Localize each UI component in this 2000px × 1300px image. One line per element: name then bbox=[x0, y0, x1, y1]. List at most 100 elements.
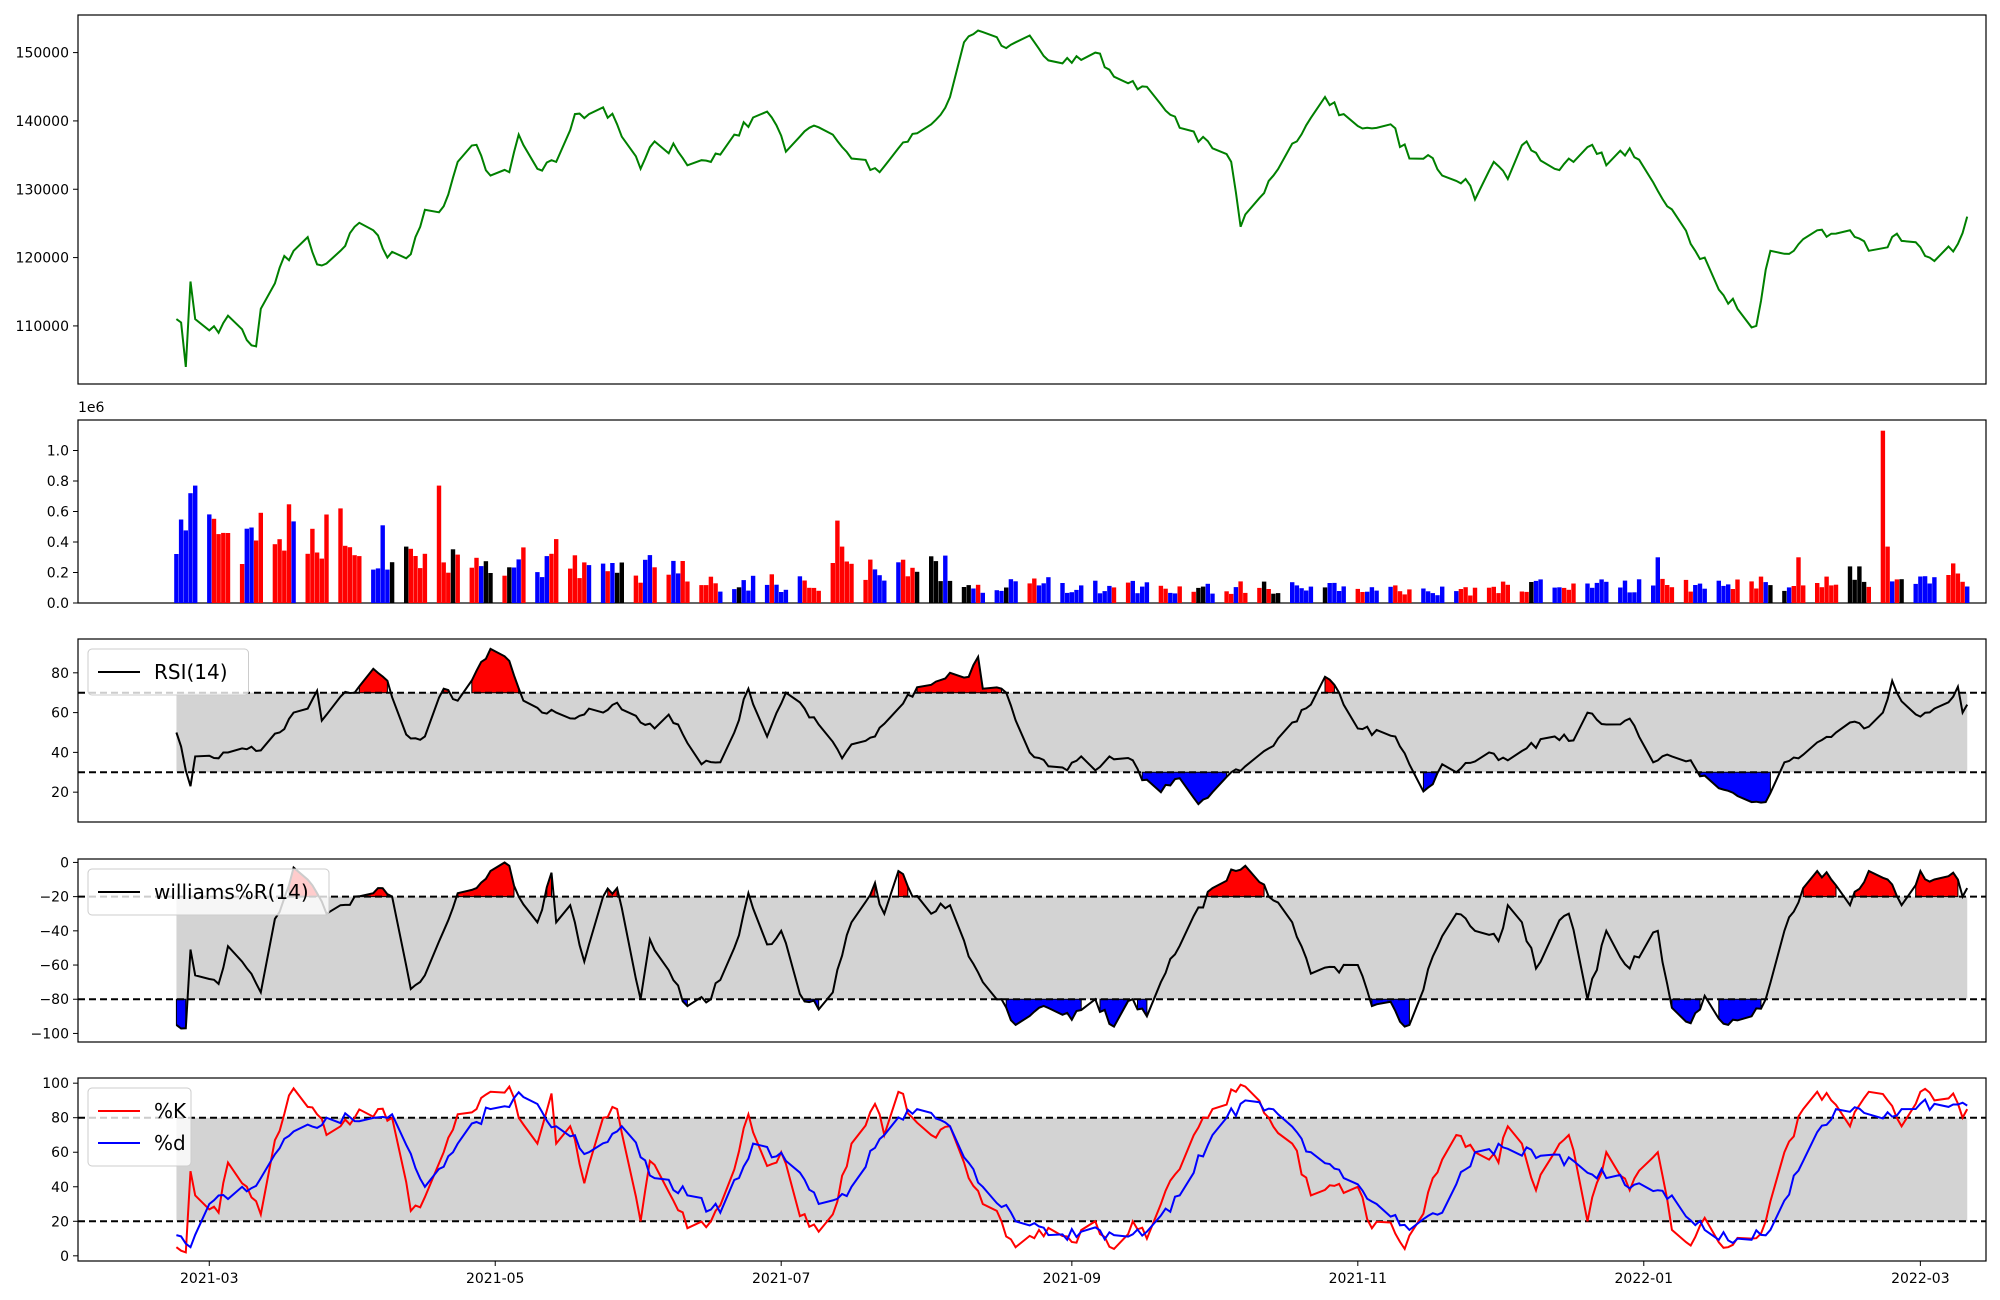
volume-bar bbox=[1500, 581, 1506, 603]
panel-4-ytick-label: 40 bbox=[51, 1180, 69, 1196]
volume-bar bbox=[1144, 582, 1150, 603]
volume-bar bbox=[1271, 593, 1276, 603]
volume-bar bbox=[736, 587, 742, 603]
panel-4-ytick-label: 80 bbox=[51, 1111, 69, 1127]
volume-bar bbox=[1749, 581, 1754, 603]
panel-1-ytick-label: 1.0 bbox=[47, 444, 69, 460]
volume-bar bbox=[450, 549, 456, 603]
volume-bar bbox=[1172, 593, 1178, 603]
volume-bar bbox=[774, 584, 779, 603]
volume-bar bbox=[839, 546, 845, 603]
volume-bar bbox=[1322, 587, 1328, 603]
volume-bar bbox=[1065, 592, 1070, 603]
volume-bar bbox=[863, 579, 868, 603]
panel-1-ytick-label: 0.8 bbox=[47, 474, 69, 490]
volume-bar bbox=[1004, 587, 1009, 603]
panel-4-series-line bbox=[176, 1090, 1968, 1249]
volume-bar bbox=[943, 555, 948, 603]
volume-bar bbox=[1754, 588, 1759, 603]
panel-4-ytick-label: 60 bbox=[51, 1145, 69, 1161]
volume-bar bbox=[1200, 586, 1206, 603]
volume-bar bbox=[371, 569, 376, 603]
volume-bar bbox=[1726, 584, 1731, 603]
panel-2-oversold-fill bbox=[1141, 771, 1228, 805]
volume-bar bbox=[286, 504, 292, 603]
volume-bar bbox=[1852, 579, 1857, 603]
panel-4-ytick-label: 20 bbox=[51, 1214, 69, 1230]
volume-bar bbox=[1421, 588, 1426, 603]
volume-bar bbox=[741, 580, 746, 603]
volume-bar bbox=[1519, 591, 1525, 603]
volume-bar bbox=[436, 485, 442, 603]
volume-bar bbox=[1533, 580, 1539, 603]
volume-bar bbox=[1079, 585, 1084, 603]
panel-3-ytick-label: −100 bbox=[31, 1026, 69, 1042]
volume-bar bbox=[1899, 579, 1904, 603]
volume-bar bbox=[1369, 587, 1375, 603]
volume-bar bbox=[614, 572, 620, 603]
volume-bar bbox=[1130, 580, 1135, 603]
volume-bar bbox=[816, 590, 821, 603]
xtick-label: 2022-01 bbox=[1615, 1271, 1674, 1287]
volume-bar bbox=[666, 574, 671, 603]
volume-bar bbox=[404, 546, 409, 603]
volume-bar bbox=[1604, 581, 1609, 603]
volume-bar bbox=[1590, 587, 1595, 603]
volume-bar bbox=[1266, 589, 1271, 603]
volume-bar bbox=[807, 587, 812, 603]
xtick-label: 2021-11 bbox=[1329, 1271, 1388, 1287]
panel-2-legend bbox=[87, 648, 249, 696]
volume-bar bbox=[1135, 593, 1140, 603]
volume-bar bbox=[1440, 586, 1445, 603]
volume-bar bbox=[1196, 587, 1201, 603]
volume-bar bbox=[764, 584, 770, 603]
volume-bar bbox=[357, 556, 362, 603]
volume-bar bbox=[868, 559, 873, 603]
panel-3-ytick-label: −40 bbox=[39, 924, 69, 940]
xtick-label: 2021-05 bbox=[466, 1271, 525, 1287]
volume-bar bbox=[1125, 582, 1131, 603]
volume-bar bbox=[1463, 587, 1468, 603]
xtick-label: 2021-07 bbox=[752, 1271, 811, 1287]
volume-bar bbox=[1557, 587, 1562, 603]
volume-bar bbox=[1669, 587, 1675, 603]
volume-bar bbox=[685, 581, 690, 603]
volume-bar bbox=[1636, 579, 1642, 603]
volume-bar bbox=[929, 556, 934, 603]
volume-bar bbox=[1599, 579, 1604, 603]
volume-bar bbox=[680, 561, 685, 603]
volume-bar bbox=[1622, 580, 1628, 603]
panel-4-legend bbox=[87, 1087, 192, 1167]
volume-bar bbox=[1716, 580, 1721, 603]
panel-3-oversold-fill bbox=[1099, 998, 1129, 1028]
volume-bar bbox=[1496, 593, 1501, 603]
volume-bar bbox=[244, 528, 249, 603]
volume-bar bbox=[779, 592, 784, 603]
volume-bar bbox=[1763, 582, 1768, 603]
volume-bar bbox=[877, 575, 882, 603]
volume-bar bbox=[1027, 583, 1032, 603]
volume-bar bbox=[1786, 587, 1792, 603]
volume-bar bbox=[1693, 585, 1698, 603]
volume-bar bbox=[1069, 592, 1074, 603]
volume-bar bbox=[1829, 585, 1834, 603]
xtick-label: 2021-03 bbox=[180, 1271, 239, 1287]
volume-bar bbox=[1205, 583, 1210, 603]
panel-4-legend-label: %d bbox=[154, 1131, 186, 1155]
volume-bar bbox=[1229, 593, 1234, 603]
volume-bar bbox=[343, 545, 348, 603]
volume-bar bbox=[1032, 578, 1037, 603]
volume-bar bbox=[966, 585, 971, 603]
volume-bar bbox=[938, 581, 943, 603]
volume-bar bbox=[319, 558, 324, 603]
panel-3-ytick-label: −60 bbox=[39, 958, 69, 974]
panel-0-ytick-label: 150000 bbox=[16, 46, 69, 62]
panel-4-band bbox=[176, 1117, 1968, 1222]
volume-bar bbox=[994, 590, 999, 603]
panel-3-series-line bbox=[175, 861, 1969, 1030]
volume-bar bbox=[1782, 590, 1787, 603]
volume-bar bbox=[507, 567, 512, 603]
volume-bar bbox=[479, 566, 484, 603]
volume-bar bbox=[1552, 587, 1557, 603]
panel-2-ytick-label: 80 bbox=[51, 666, 69, 682]
